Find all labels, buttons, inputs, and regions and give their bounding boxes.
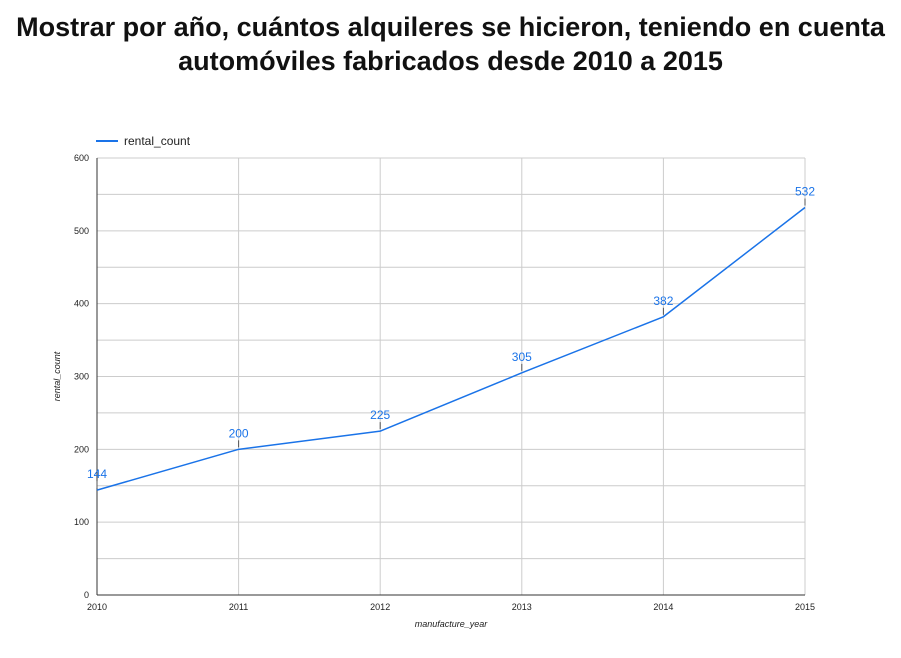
y-tick-label: 300 [74, 372, 89, 382]
y-tick-label: 200 [74, 444, 89, 454]
chart-title-line-1: Mostrar por año, cuántos alquileres se h… [16, 12, 885, 42]
y-tick-label: 400 [74, 299, 89, 309]
chart-title: Mostrar por año, cuántos alquileres se h… [0, 10, 901, 78]
x-tick-label: 2013 [512, 602, 532, 612]
legend: rental_count [96, 134, 191, 148]
data-label: 225 [370, 408, 390, 422]
y-tick-label: 0 [84, 590, 89, 600]
x-tick-label: 2014 [653, 602, 673, 612]
y-tick-label: 600 [74, 153, 89, 163]
data-label: 532 [795, 185, 815, 199]
chart-title-line-2: automóviles fabricados desde 2010 a 2015 [178, 46, 723, 76]
data-label: 144 [87, 467, 107, 481]
x-tick-label: 2011 [229, 602, 248, 612]
grid-layer [97, 157, 806, 595]
x-tick-label: 2012 [370, 602, 390, 612]
series-line-rental-count [96, 206, 806, 491]
x-tick-label: 2015 [795, 602, 815, 612]
legend-label: rental_count [124, 134, 191, 148]
data-label: 305 [512, 350, 532, 364]
x-axis-title: manufacture_year [415, 619, 489, 629]
series-layer [96, 206, 806, 491]
y-tick-label: 500 [74, 226, 89, 236]
label-layer: 144 200 225 305 382 532 [87, 185, 815, 489]
y-tick-label: 100 [74, 517, 89, 527]
x-tick-label: 2010 [87, 602, 107, 612]
data-label: 200 [229, 426, 249, 440]
y-axis-title: rental_count [52, 351, 62, 401]
axis-layer: 0 100 200 300 400 500 600 2010 2011 2012 2013 2014 2… [52, 153, 815, 629]
data-label: 382 [653, 294, 673, 308]
